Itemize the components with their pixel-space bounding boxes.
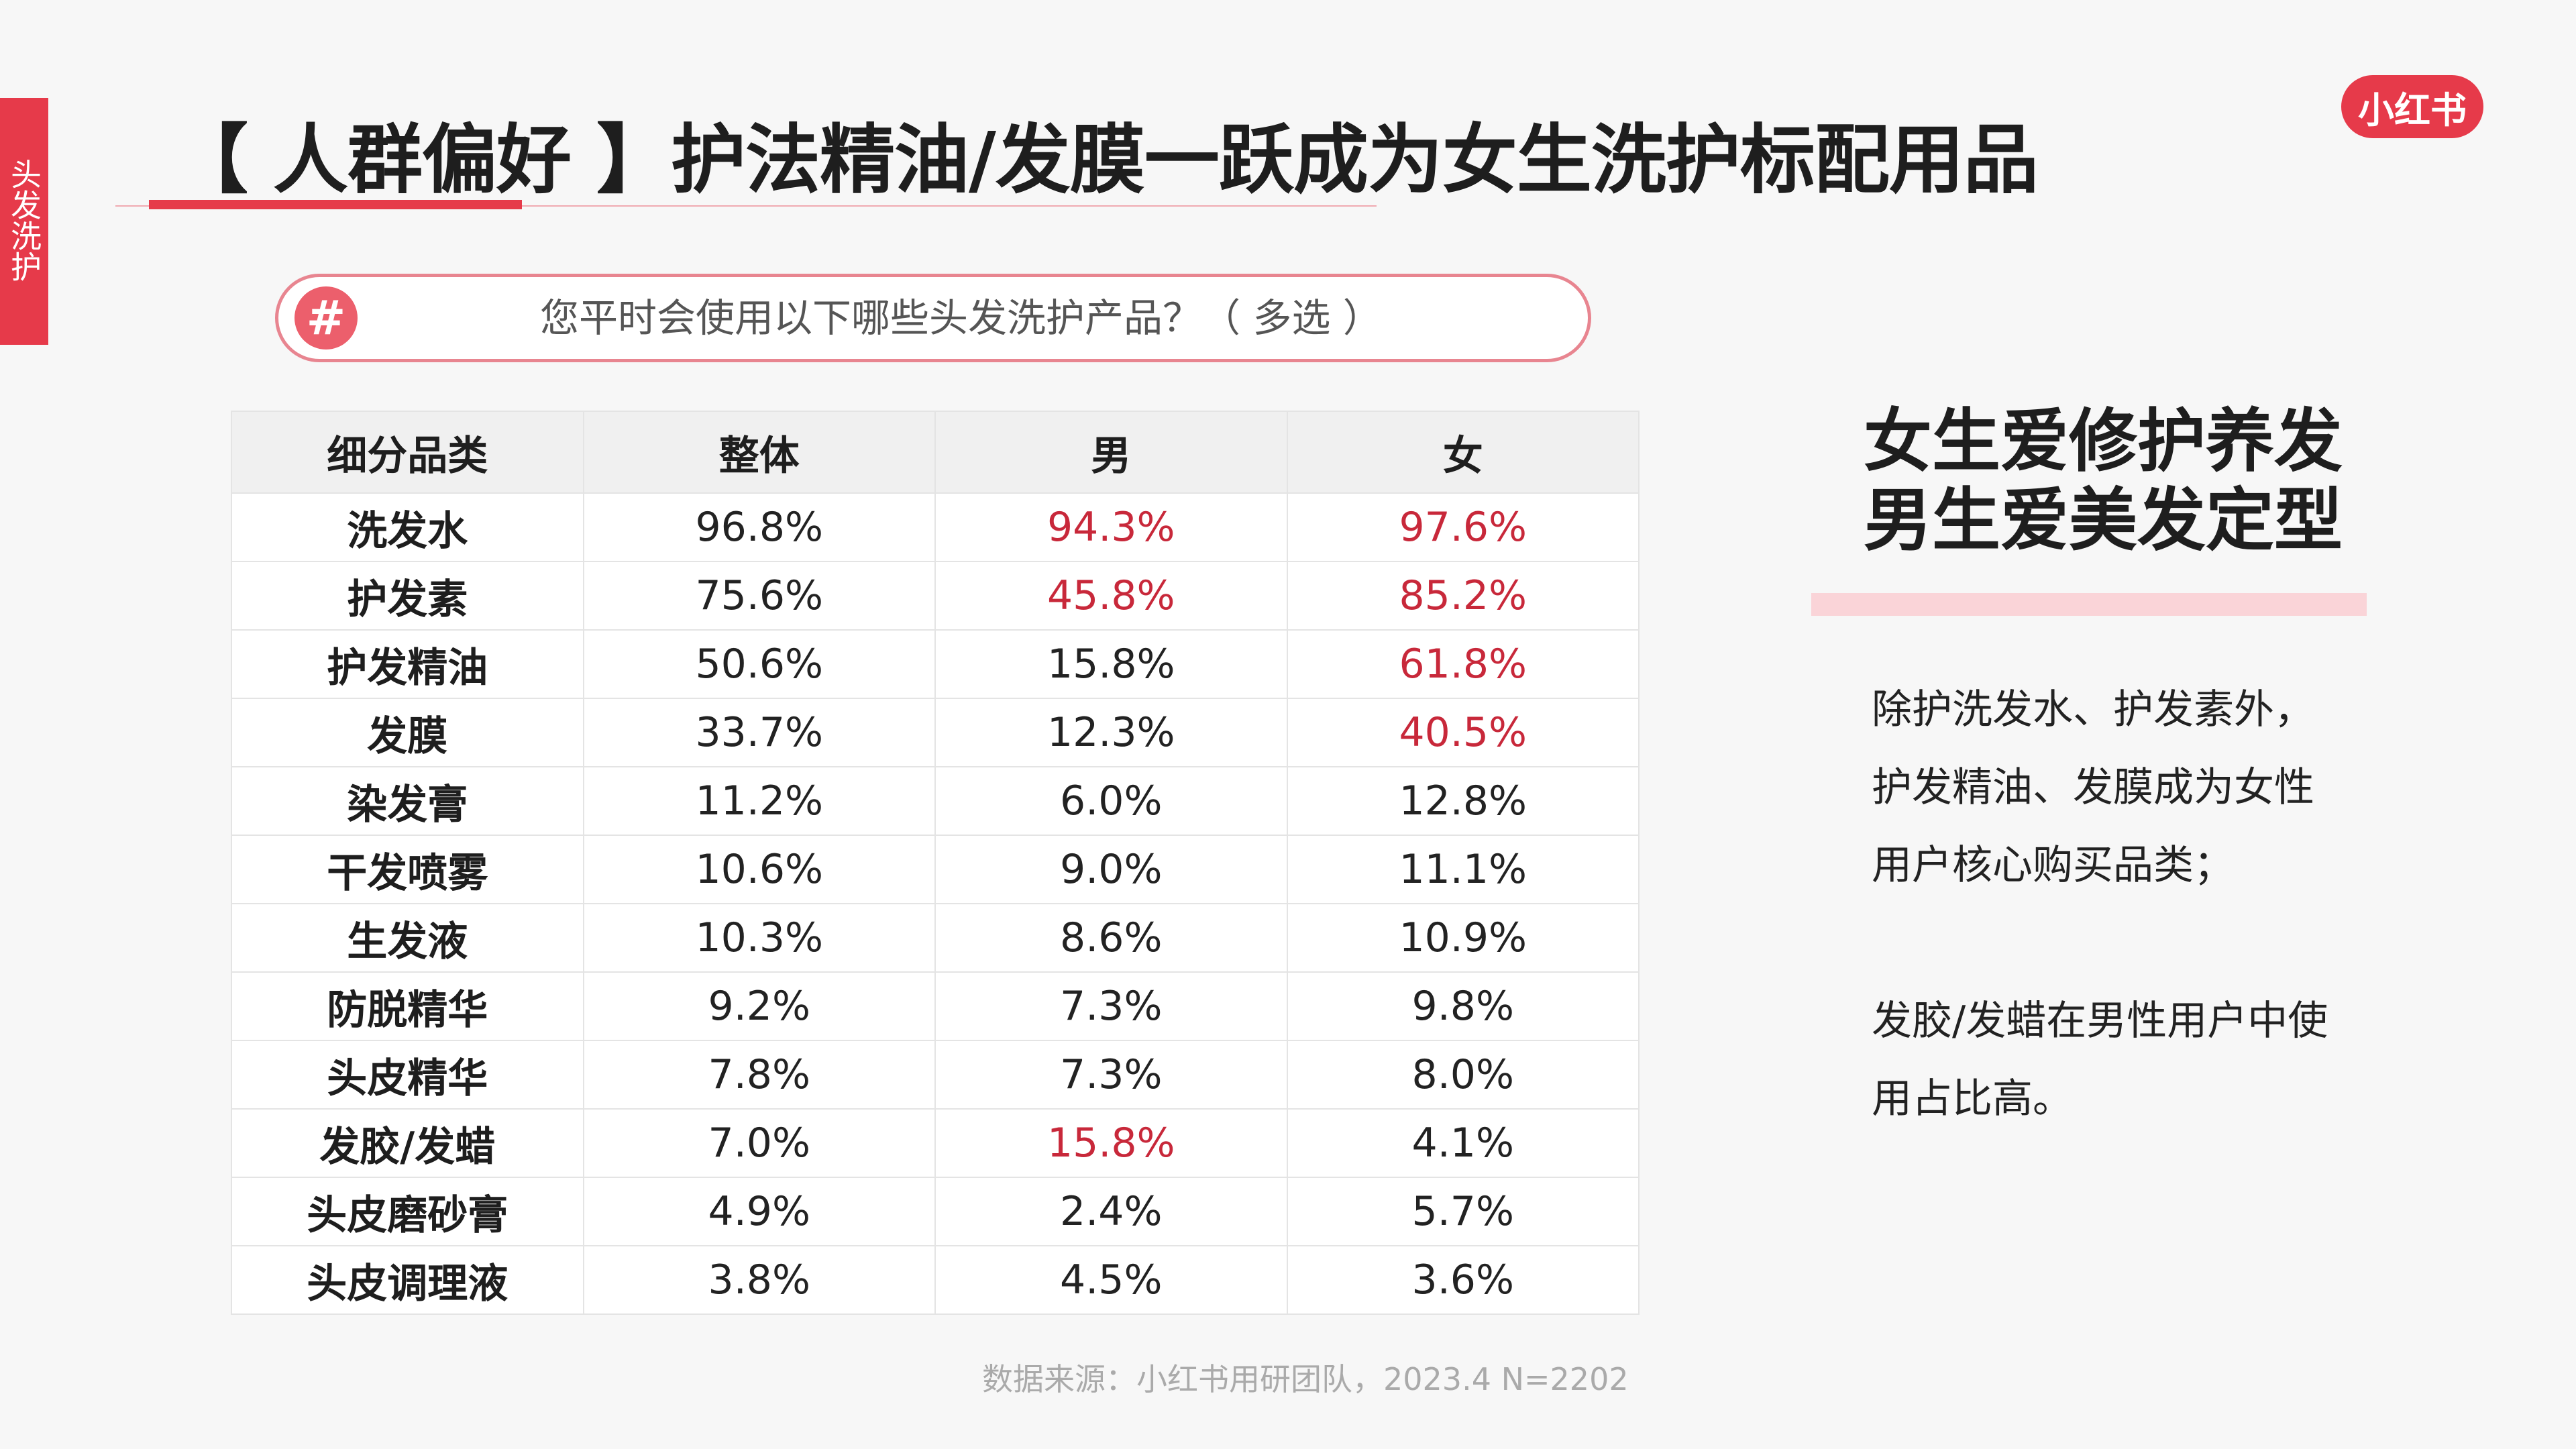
data-source-note: 数据来源：小红书用研团队，2023.4 N=2202 [982, 1361, 1629, 1397]
cell-category: 防脱精华 [231, 971, 584, 1041]
cell-category: 发膜 [231, 698, 584, 767]
cell-category: 头皮磨砂膏 [231, 1177, 584, 1246]
cell-male: 94.3% [934, 492, 1288, 562]
cell-female: 97.6% [1286, 492, 1640, 562]
cell-male: 4.5% [934, 1245, 1288, 1315]
table-row: 护发素 75.6% 45.8% 85.2% [231, 561, 1640, 631]
cell-female: 11.1% [1286, 835, 1640, 904]
body-paragraph-2: 发胶/发蜡在男性用户中使用占比高。 [1872, 998, 2328, 1122]
summary-underline [1811, 593, 2367, 616]
side-tab-label: 头发洗护 [6, 158, 42, 282]
cell-male: 2.4% [934, 1177, 1288, 1246]
cell-category: 头皮调理液 [231, 1245, 584, 1315]
cell-female: 8.0% [1286, 1040, 1640, 1110]
cell-female: 3.6% [1286, 1245, 1640, 1315]
cell-category: 干发喷雾 [231, 835, 584, 904]
cell-category: 护发素 [231, 561, 584, 631]
cell-female: 85.2% [1286, 561, 1640, 631]
header-overall: 整体 [582, 411, 936, 494]
summary-line-2: 男生爱美发定型 [1864, 481, 2343, 561]
cell-male: 15.8% [934, 1108, 1288, 1178]
question-text: 您平时会使用以下哪些头发洗护产品？（ 多选 ） [540, 295, 1382, 341]
cell-overall: 75.6% [582, 561, 936, 631]
table-row: 头皮调理液 3.8% 4.5% 3.6% [231, 1245, 1640, 1315]
cell-category: 头皮精华 [231, 1040, 584, 1110]
cell-overall: 10.6% [582, 835, 936, 904]
page-title: 【 人群偏好 】护法精油/发膜一跃成为女生洗护标配用品 [173, 117, 2039, 204]
cell-overall: 4.9% [582, 1177, 936, 1246]
cell-male: 15.8% [934, 629, 1288, 699]
brand-logo: 小红书 [2341, 75, 2483, 138]
table-row: 干发喷雾 10.6% 9.0% 11.1% [231, 835, 1640, 904]
header-category: 细分品类 [231, 411, 584, 494]
header-female: 女 [1286, 411, 1640, 494]
cell-male: 7.3% [934, 971, 1288, 1041]
cell-female: 12.8% [1286, 766, 1640, 836]
cell-overall: 7.0% [582, 1108, 936, 1178]
cell-female: 40.5% [1286, 698, 1640, 767]
cell-female: 10.9% [1286, 903, 1640, 973]
body-paragraph-1: 除护洗发水、护发素外，护发精油、发膜成为女性用户核心购买品类； [1872, 686, 2314, 889]
cell-overall: 11.2% [582, 766, 936, 836]
table-row: 头皮磨砂膏 4.9% 2.4% 5.7% [231, 1177, 1640, 1246]
cell-female: 5.7% [1286, 1177, 1640, 1246]
summary-heading: 女生爱修护养发 男生爱美发定型 [1864, 402, 2343, 561]
table-row: 护发精油 50.6% 15.8% 61.8% [231, 629, 1640, 699]
cell-overall: 7.8% [582, 1040, 936, 1110]
header-male: 男 [934, 411, 1288, 494]
summary-line-1: 女生爱修护养发 [1864, 402, 2343, 482]
cell-male: 6.0% [934, 766, 1288, 836]
cell-male: 9.0% [934, 835, 1288, 904]
table-row: 洗发水 96.8% 94.3% 97.6% [231, 492, 1640, 562]
cell-overall: 50.6% [582, 629, 936, 699]
cell-category: 护发精油 [231, 629, 584, 699]
hash-icon: # [294, 286, 358, 350]
side-tab: 头发洗护 [0, 98, 48, 345]
cell-female: 9.8% [1286, 971, 1640, 1041]
table-row: 发胶/发蜡 7.0% 15.8% 4.1% [231, 1108, 1640, 1178]
cell-male: 7.3% [934, 1040, 1288, 1110]
cell-category: 发胶/发蜡 [231, 1108, 584, 1178]
table-row: 防脱精华 9.2% 7.3% 9.8% [231, 971, 1640, 1041]
question-box: # 您平时会使用以下哪些头发洗护产品？（ 多选 ） [275, 274, 1591, 362]
table-row: 头皮精华 7.8% 7.3% 8.0% [231, 1040, 1640, 1110]
table-row: 染发膏 11.2% 6.0% 12.8% [231, 766, 1640, 836]
table-header-row: 细分品类 整体 男 女 [231, 411, 1640, 494]
cell-male: 45.8% [934, 561, 1288, 631]
cell-category: 染发膏 [231, 766, 584, 836]
cell-female: 4.1% [1286, 1108, 1640, 1178]
title-accent-bar [149, 200, 522, 209]
cell-overall: 9.2% [582, 971, 936, 1041]
table-row: 发膜 33.7% 12.3% 40.5% [231, 698, 1640, 767]
cell-category: 生发液 [231, 903, 584, 973]
cell-male: 8.6% [934, 903, 1288, 973]
cell-female: 61.8% [1286, 629, 1640, 699]
data-table: 细分品类 整体 男 女 洗发水 96.8% 94.3% 97.6% 护发素 75.6% 45… [231, 411, 1640, 1315]
cell-male: 12.3% [934, 698, 1288, 767]
title-underline [115, 205, 1377, 207]
cell-overall: 3.8% [582, 1245, 936, 1315]
cell-overall: 10.3% [582, 903, 936, 973]
table-row: 生发液 10.3% 8.6% 10.9% [231, 903, 1640, 973]
cell-overall: 33.7% [582, 698, 936, 767]
cell-overall: 96.8% [582, 492, 936, 562]
body-text: 除护洗发水、护发素外，护发精油、发膜成为女性用户核心购买品类； 发胶/发蜡在男性… [1872, 671, 2334, 1138]
cell-category: 洗发水 [231, 492, 584, 562]
